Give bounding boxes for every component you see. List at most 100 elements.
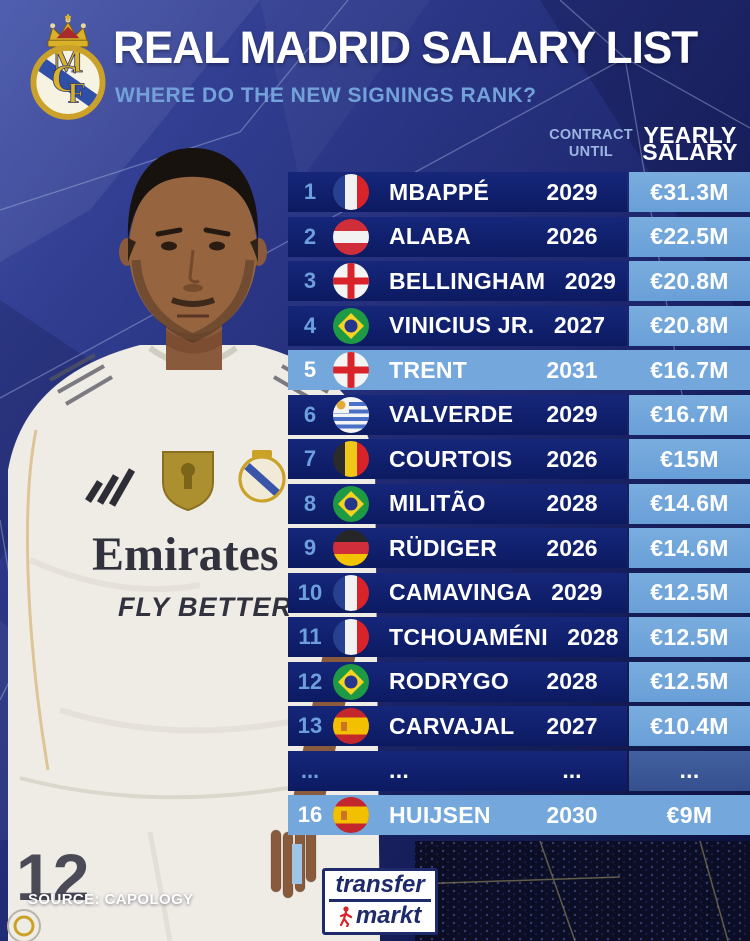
real-madrid-crest-icon: M C F — [30, 14, 106, 120]
row-salary-cell: €12.5M — [629, 661, 750, 702]
contract-year-label: 2028 — [546, 490, 598, 516]
france-flag-icon — [333, 174, 369, 210]
salary-label: €22.5M — [650, 223, 729, 249]
row-salary-cell: €22.5M — [629, 216, 750, 257]
jersey-tagline-text: FLY BETTER — [118, 592, 292, 622]
salary-label: €14.6M — [650, 490, 729, 516]
rank-label: 16 — [297, 802, 323, 827]
salary-label: €12.5M — [650, 668, 729, 694]
rank-label: 13 — [297, 713, 323, 738]
row-main-cell: 16 HUIJSEN 2030 — [288, 795, 627, 835]
spain-flag-icon — [333, 797, 369, 833]
player-hair — [127, 148, 259, 240]
rank-label: 4 — [303, 312, 317, 338]
player-name-label: TRENT — [389, 356, 468, 383]
cell-divider — [627, 795, 629, 835]
table-row: ... ... ... ... — [288, 750, 750, 791]
contract-year-label: 2029 — [564, 267, 616, 294]
row-salary-cell: €10.4M — [629, 706, 750, 746]
salary-label: €20.8M — [650, 312, 729, 338]
row-main-cell: 1 MBAPPÉ 2029 — [288, 172, 627, 212]
cell-divider — [627, 350, 629, 390]
row-main-cell: 3 BELLINGHAM 2029 — [288, 261, 627, 301]
contract-year-label: 2028 — [546, 668, 598, 694]
contract-year-label: 2030 — [546, 801, 598, 828]
rank-label: 10 — [297, 579, 323, 605]
table-row: 9 RÜDIGER 2026 €14.6M — [288, 528, 750, 568]
salary-label: €10.4M — [650, 712, 729, 739]
player-name-label: ... — [389, 757, 410, 783]
uruguay-flag-icon — [333, 396, 369, 433]
row-salary-cell: €31.3M — [629, 172, 750, 212]
row-main-cell: ... ... ... — [288, 750, 627, 791]
france-flag-icon — [333, 619, 369, 655]
rank-label: 12 — [297, 668, 323, 694]
rank-label: 8 — [303, 490, 317, 516]
source-credit: SOURCE: CAPOLOGY — [28, 891, 194, 908]
row-salary-cell: €16.7M — [629, 394, 750, 435]
player-name-label: COURTOIS — [389, 445, 513, 472]
table-row: 11 TCHOUAMÉNI 2028 €12.5M — [288, 617, 750, 657]
salary-table: 1 MBAPPÉ 2029 €31.3M 2 ALABA 2026 €22.5M — [288, 172, 750, 840]
table-row: 13 CARVAJAL 2027 €10.4M — [288, 706, 750, 746]
column-header-contract-line1: CONTRACT — [549, 127, 633, 143]
row-salary-cell: €16.7M — [629, 350, 750, 390]
brazil-flag-icon — [333, 485, 369, 522]
row-main-cell: 5 TRENT 2031 — [288, 350, 627, 390]
player-name-label: VINICIUS JR. — [389, 312, 535, 338]
belgium-flag-icon — [333, 441, 369, 477]
row-salary-cell: ... — [629, 750, 750, 791]
table-row: 7 COURTOIS 2026 €15M — [288, 439, 750, 479]
contract-year-label: 2029 — [551, 579, 603, 605]
spain-flag-icon — [333, 708, 369, 744]
contract-year-label: 2026 — [546, 445, 598, 472]
page-subtitle: WHERE DO THE NEW SIGNINGS RANK? — [115, 84, 537, 107]
salary-label: €16.7M — [650, 356, 729, 383]
table-row: 5 TRENT 2031 €16.7M — [288, 350, 750, 390]
salary-label: €12.5M — [650, 623, 729, 650]
rank-label: 1 — [303, 179, 317, 204]
row-main-cell: 9 RÜDIGER 2026 — [288, 528, 627, 568]
transfermarkt-logo: transfer markt — [322, 868, 438, 935]
table-row: 8 MILITÃO 2028 €14.6M — [288, 483, 750, 524]
player-name-label: RODRYGO — [389, 668, 510, 694]
player-name-label: VALVERDE — [389, 401, 514, 427]
jersey-sponsor-text: Emirates — [92, 528, 279, 581]
page-title: REAL MADRID SALARY LIST — [113, 22, 698, 73]
player-name-label: RÜDIGER — [389, 534, 498, 561]
table-row: 2 ALABA 2026 €22.5M — [288, 216, 750, 257]
salary-label: €31.3M — [650, 178, 729, 205]
contract-year-label: 2027 — [553, 312, 606, 338]
club-world-cup-badge — [162, 451, 214, 512]
player-name-label: MILITÃO — [389, 490, 486, 516]
row-salary-cell: €12.5M — [629, 617, 750, 657]
contract-year-label: 2031 — [546, 356, 598, 383]
contract-year-label: ... — [562, 757, 582, 783]
rank-label: 9 — [303, 535, 317, 560]
row-main-cell: 12 RODRYGO 2028 — [288, 661, 627, 702]
rank-label: 3 — [303, 268, 317, 293]
svg-text:F: F — [68, 77, 86, 109]
column-header-salary-line1: YEARLY — [643, 122, 737, 148]
column-header-contract: CONTRACT UNTIL — [526, 127, 656, 161]
svg-text:C: C — [51, 58, 79, 100]
player-name-label: CARVAJAL — [389, 712, 515, 739]
contract-year-label: 2027 — [546, 712, 598, 739]
player-photo: Emirates FLY BETTER 12 — [7, 148, 380, 941]
player-name-label: CAMAVINGA — [389, 579, 532, 605]
rank-label: ... — [300, 757, 320, 783]
brazil-flag-icon — [333, 307, 369, 344]
player-name-label: MBAPPÉ — [389, 178, 490, 205]
contract-year-label: 2029 — [546, 401, 598, 427]
salary-label: €9M — [666, 801, 713, 828]
player-name-label: HUIJSEN — [389, 801, 491, 828]
germany-flag-icon — [333, 530, 369, 566]
brazil-flag-icon — [333, 663, 369, 700]
real-madrid-crest-jersey — [238, 450, 286, 503]
table-row: 4 VINICIUS JR. 2027 €20.8M — [288, 305, 750, 346]
row-main-cell: 13 CARVAJAL 2027 — [288, 706, 627, 746]
row-salary-cell: €20.8M — [629, 305, 750, 346]
contract-year-label: 2029 — [546, 178, 598, 205]
row-salary-cell: €14.6M — [629, 528, 750, 568]
